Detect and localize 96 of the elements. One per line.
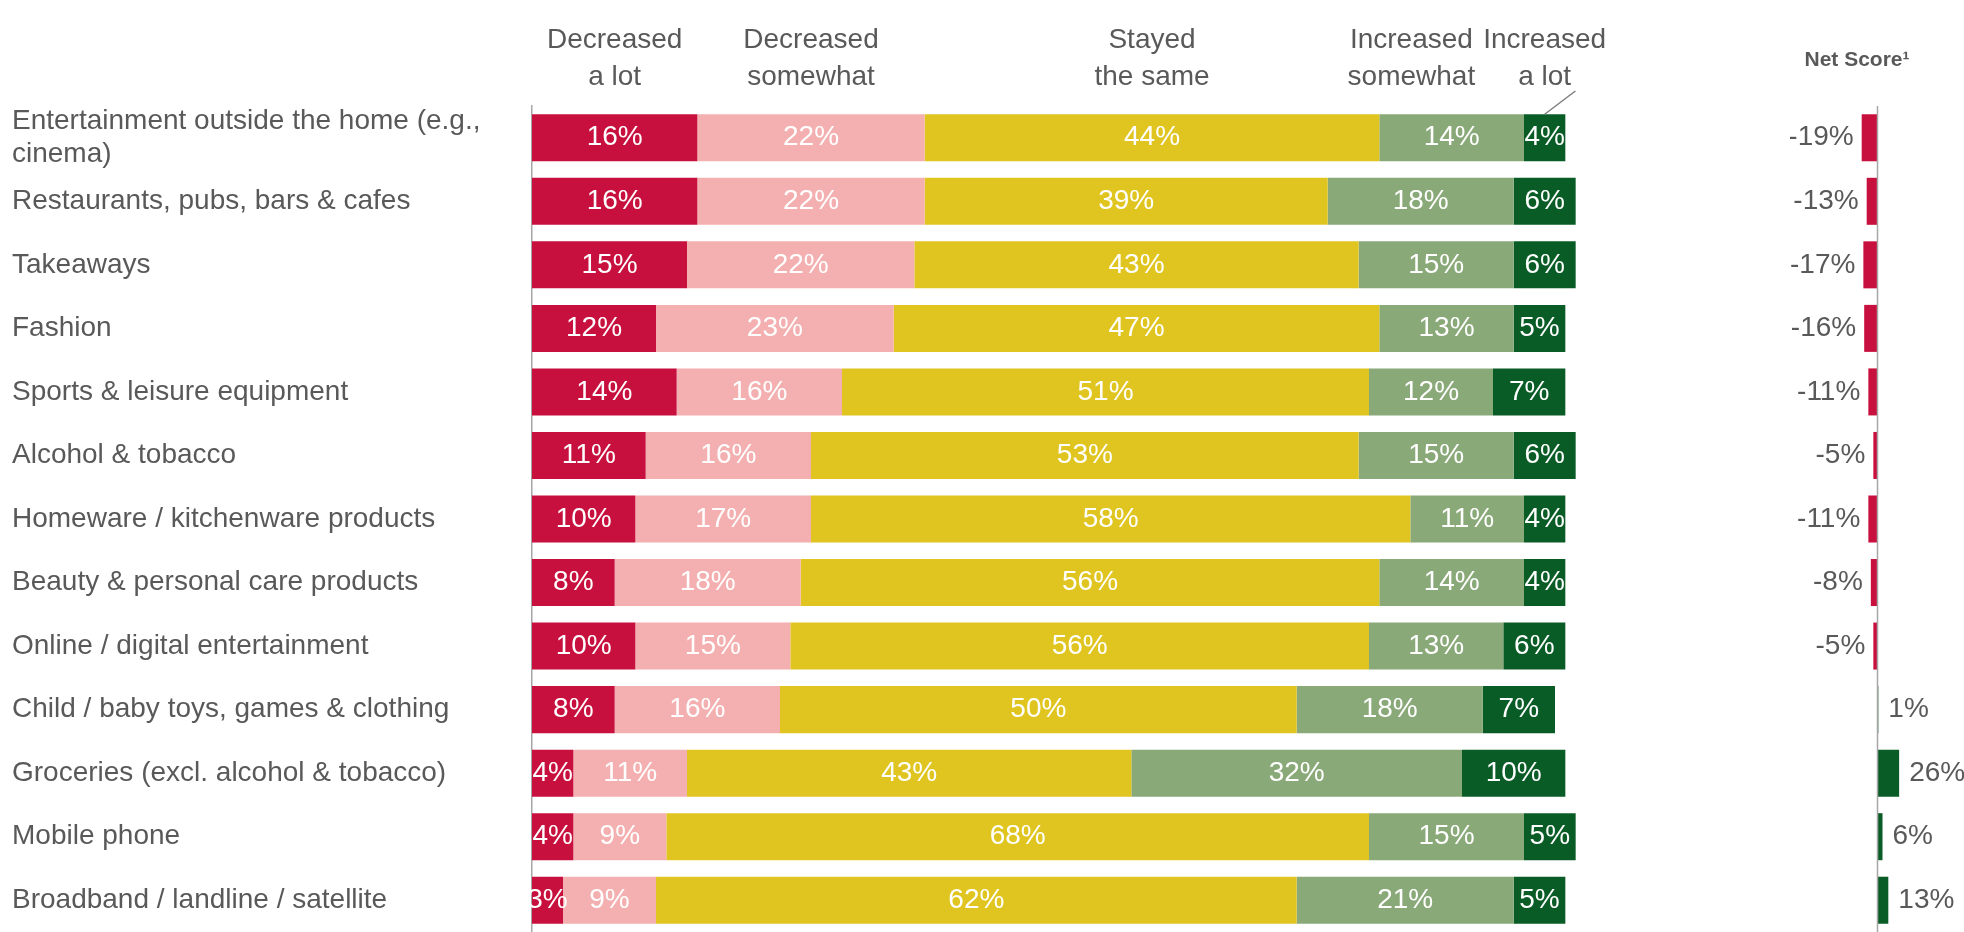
data-label: 6%	[1514, 628, 1555, 660]
data-label: 56%	[1051, 628, 1108, 660]
y-tick-label: Fashion	[12, 311, 112, 343]
data-label: 7%	[1508, 374, 1550, 406]
data-label: 15%	[1408, 247, 1465, 279]
data-label: 10%	[555, 628, 612, 660]
data-label: 47%	[1108, 311, 1165, 343]
y-tick-label: Mobile phone	[12, 819, 181, 851]
data-label: 43%	[881, 755, 938, 787]
series-label: Stayed the same	[1094, 22, 1210, 91]
data-label: 5%	[1519, 882, 1560, 914]
data-label: 9%	[599, 819, 641, 851]
data-label: -11%	[1797, 501, 1861, 533]
data-label: 16%	[700, 438, 757, 470]
data-label: 50%	[1010, 692, 1067, 724]
data-label: 11%	[603, 755, 658, 787]
data-label: 39%	[1098, 184, 1155, 216]
data-label: 18%	[1392, 184, 1449, 216]
data-label: 8%	[553, 692, 594, 724]
y-tick-label: Restaurants, pubs, bars & cafes	[12, 184, 411, 216]
data-label: 53%	[1056, 438, 1113, 470]
data-label: 11%	[1440, 501, 1495, 533]
data-label: -17%	[1789, 247, 1856, 279]
data-label: -8%	[1813, 565, 1863, 597]
data-label: 16%	[731, 374, 788, 406]
data-label: 11%	[561, 438, 616, 470]
data-label: 6%	[1524, 184, 1565, 216]
data-label: -16%	[1790, 311, 1857, 343]
data-label: 22%	[772, 247, 829, 279]
data-label: 12%	[565, 311, 623, 343]
data-label: 5%	[1529, 819, 1571, 851]
data-label: 6%	[1524, 247, 1565, 279]
data-label: 10%	[555, 501, 612, 533]
data-label: -19%	[1788, 120, 1854, 152]
data-label: 4%	[1524, 120, 1565, 152]
chart-title: Net Score¹	[1804, 46, 1910, 70]
y-tick-label: Broadband / landline / satellite	[12, 882, 388, 914]
data-label: -13%	[1793, 184, 1859, 216]
data-label: 4%	[1524, 565, 1565, 597]
data-label: 26%	[1909, 755, 1964, 787]
data-label: 10%	[1485, 755, 1542, 787]
y-tick-label: Homeware / kitchenware products	[12, 501, 436, 533]
data-label: 16%	[669, 692, 726, 724]
data-label: 14%	[1423, 565, 1480, 597]
data-label: 22%	[782, 120, 840, 152]
data-label: 56%	[1061, 565, 1119, 597]
data-label: 15%	[684, 628, 741, 660]
series-label: Increased a lot	[1483, 22, 1607, 91]
data-label: 16%	[586, 184, 643, 216]
y-tick-label: Beauty & personal care products	[12, 565, 419, 597]
data-label: 32%	[1268, 755, 1325, 787]
data-label: 9%	[589, 882, 630, 914]
y-tick-label: Child / baby toys, games & clothing	[12, 692, 450, 724]
series-label: Increased somewhat	[1347, 22, 1476, 91]
series-label: Decreased somewhat	[743, 22, 879, 91]
data-label: 1%	[1888, 692, 1929, 724]
data-label: 13%	[1408, 628, 1465, 660]
data-label: 22%	[782, 184, 840, 216]
y-tick-label: Takeaways	[12, 247, 151, 279]
y-tick-label: Sports & leisure equipment	[12, 374, 349, 406]
data-label: 18%	[1361, 692, 1418, 724]
data-label: 58%	[1082, 501, 1139, 533]
data-label: 4%	[532, 755, 573, 787]
data-label: 14%	[1423, 120, 1480, 152]
data-label: 15%	[1408, 438, 1465, 470]
data-label: 51%	[1077, 374, 1134, 406]
y-tick-label: Alcohol & tobacco	[12, 438, 237, 470]
data-label: 7%	[1498, 692, 1540, 724]
data-label: -11%	[1797, 374, 1861, 406]
data-label: 12%	[1402, 374, 1460, 406]
data-label: 15%	[1418, 819, 1475, 851]
data-label: 5%	[1519, 311, 1560, 343]
y-tick-label: Online / digital entertainment	[12, 628, 369, 660]
data-label: 4%	[532, 819, 573, 851]
data-label: 18%	[679, 565, 736, 597]
data-label: 44%	[1123, 120, 1181, 152]
y-tick-label: Entertainment outside the home (e.g., cinema)	[12, 104, 481, 168]
data-label: 16%	[586, 120, 643, 152]
data-label: 21%	[1377, 882, 1434, 914]
data-label: -5%	[1815, 438, 1866, 470]
data-label: 43%	[1108, 247, 1165, 279]
data-label: 13%	[1898, 882, 1955, 914]
data-label: 4%	[1524, 501, 1565, 533]
data-label: 13%	[1418, 311, 1475, 343]
data-label: 23%	[746, 311, 803, 343]
data-label: 17%	[695, 501, 752, 533]
data-label: 68%	[989, 819, 1046, 851]
data-label: 62%	[948, 882, 1005, 914]
data-label: 6%	[1524, 438, 1565, 470]
data-label: -5%	[1815, 628, 1866, 660]
series-label: Decreased a lot	[546, 22, 683, 91]
data-label: 8%	[553, 565, 594, 597]
data-label: 15%	[581, 247, 638, 279]
data-label: 14%	[576, 374, 633, 406]
data-label: 6%	[1892, 819, 1933, 851]
y-tick-label: Groceries (excl. alcohol & tobacco)	[12, 755, 447, 787]
